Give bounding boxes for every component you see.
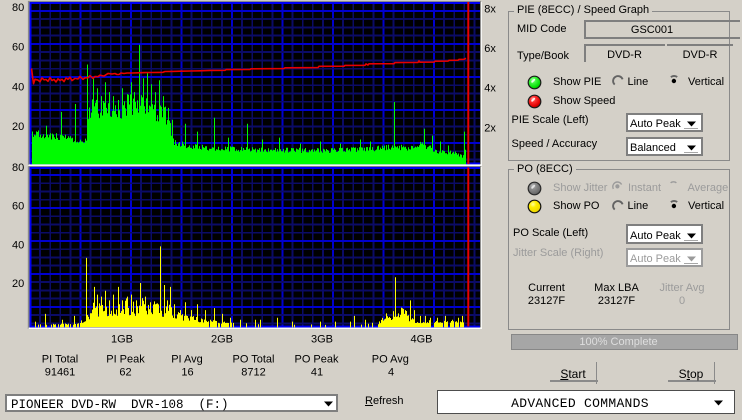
svg-text:4: 4 <box>388 367 394 379</box>
svg-text:1GB: 1GB <box>111 333 133 345</box>
svg-text:20: 20 <box>12 121 24 133</box>
svg-text:91461: 91461 <box>45 367 76 379</box>
svg-text:6x: 6x <box>484 43 496 55</box>
svg-text:3GB: 3GB <box>311 333 333 345</box>
svg-text:PI Total: PI Total <box>42 354 79 366</box>
svg-text:PO Total: PO Total <box>233 354 275 366</box>
svg-text:PI Avg: PI Avg <box>171 354 203 366</box>
svg-text:4x: 4x <box>484 83 496 95</box>
svg-text:60: 60 <box>12 42 24 54</box>
svg-text:40: 40 <box>12 239 24 251</box>
svg-text:16: 16 <box>181 367 193 379</box>
svg-text:40: 40 <box>12 81 24 93</box>
svg-text:20: 20 <box>12 278 24 290</box>
svg-text:41: 41 <box>311 367 323 379</box>
svg-text:8x: 8x <box>484 3 496 15</box>
svg-text:PO Peak: PO Peak <box>294 354 339 366</box>
svg-text:PI Peak: PI Peak <box>106 354 145 366</box>
svg-text:60: 60 <box>12 201 24 213</box>
svg-text:8712: 8712 <box>241 367 265 379</box>
svg-text:2x: 2x <box>484 122 496 134</box>
svg-text:2GB: 2GB <box>211 333 233 345</box>
svg-text:62: 62 <box>119 367 131 379</box>
svg-text:4GB: 4GB <box>410 333 432 345</box>
svg-text:80: 80 <box>12 2 24 14</box>
svg-text:PO Avg: PO Avg <box>372 354 409 366</box>
svg-text:80: 80 <box>12 162 24 174</box>
